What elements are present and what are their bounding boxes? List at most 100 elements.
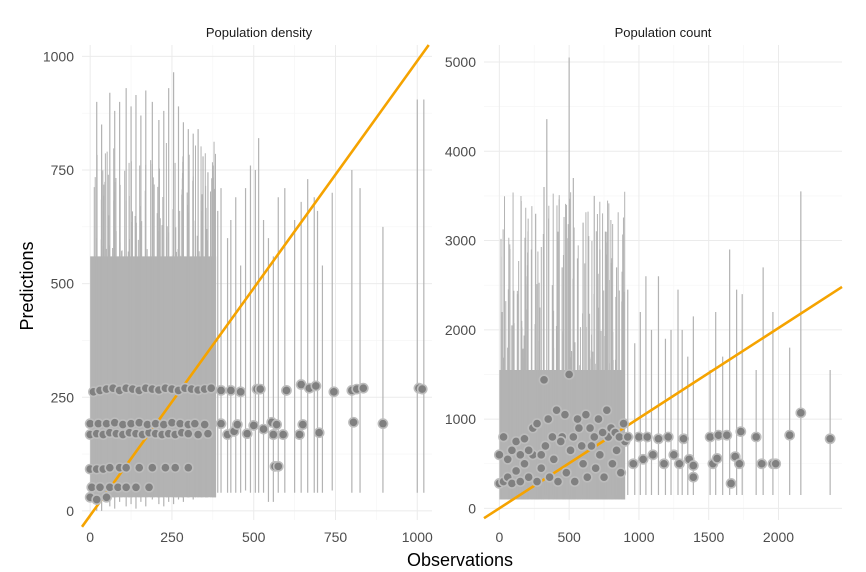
x-ticks-count: 0 500 1000 1500 2000	[495, 529, 794, 545]
data-point	[551, 404, 562, 416]
data-point	[611, 444, 622, 456]
x-tick-label: 250	[160, 529, 184, 545]
panel-title-count: Population count	[615, 25, 712, 40]
data-point	[678, 433, 689, 445]
data-point	[552, 476, 564, 488]
data-point	[169, 462, 181, 474]
data-point	[130, 481, 142, 493]
data-point	[205, 382, 217, 394]
data-point	[538, 374, 550, 386]
data-point	[668, 449, 680, 461]
data-point	[297, 419, 309, 430]
data-point	[607, 458, 618, 470]
x-axis-label: Observations	[407, 550, 513, 570]
data-point	[104, 462, 116, 474]
data-point	[502, 453, 514, 465]
data-point	[601, 404, 613, 416]
data-point	[756, 458, 768, 470]
data-point	[725, 477, 737, 489]
data-point	[824, 433, 836, 445]
data-point	[770, 458, 782, 470]
data-point	[622, 431, 634, 443]
data-point	[523, 471, 535, 483]
data-point	[519, 458, 530, 470]
panel-title-density: Population density	[206, 25, 313, 40]
y-ticks-count: 0 1000 2000 3000 4000 5000	[445, 54, 476, 516]
data-point	[133, 462, 145, 474]
x-tick-label: 500	[242, 529, 266, 545]
data-point	[546, 431, 558, 443]
x-tick-label: 1500	[693, 529, 724, 545]
data-point	[750, 431, 762, 443]
data-point	[576, 440, 588, 452]
data-point	[597, 427, 609, 438]
x-tick-label: 500	[557, 529, 581, 545]
data-point	[535, 462, 547, 474]
panel-population-count: Population count 0 500 1000 1500 2000 0 1000 2…	[445, 25, 843, 545]
data-point	[160, 462, 171, 474]
data-point	[120, 462, 132, 474]
data-point	[182, 428, 194, 440]
data-point	[784, 429, 796, 441]
y-ticks-density: 0 250 500 750 1000	[43, 48, 74, 519]
data-point	[673, 458, 685, 470]
data-point	[357, 382, 369, 394]
y-tick-label: 0	[468, 500, 476, 516]
y-tick-label: 0	[66, 503, 74, 519]
fit-line-density	[80, 44, 430, 528]
x-tick-label: 0	[86, 529, 94, 545]
points-count	[493, 369, 836, 489]
panel-population-density: Population density 0 250 500 750 1000 0 250 50…	[43, 25, 433, 545]
y-tick-label: 500	[51, 276, 75, 292]
data-point	[662, 431, 674, 443]
y-tick-label: 1000	[445, 411, 476, 427]
x-tick-label: 1000	[623, 529, 654, 545]
data-point	[653, 433, 664, 445]
data-point	[143, 481, 155, 493]
y-tick-label: 2000	[445, 322, 476, 338]
data-point	[594, 449, 606, 461]
range-bars-density	[90, 72, 425, 511]
data-point	[254, 383, 266, 395]
data-point	[565, 444, 576, 456]
data-point	[687, 460, 699, 471]
data-point	[580, 409, 592, 421]
data-point	[555, 436, 567, 447]
data-point	[615, 467, 627, 479]
data-point	[281, 385, 292, 396]
x-tick-label: 0	[495, 529, 503, 545]
data-point	[416, 383, 428, 395]
x-tick-label: 2000	[763, 529, 794, 545]
data-point	[721, 429, 733, 441]
data-point	[215, 385, 227, 396]
data-point	[215, 418, 227, 430]
y-tick-label: 5000	[445, 54, 476, 70]
data-point	[581, 471, 593, 483]
data-point	[248, 420, 260, 431]
data-point	[535, 449, 547, 461]
data-point	[542, 413, 554, 425]
data-point	[294, 429, 305, 440]
data-point	[225, 385, 237, 396]
data-point	[202, 428, 214, 440]
data-point	[627, 458, 639, 470]
data-point	[734, 458, 745, 470]
data-point	[514, 476, 526, 488]
data-point	[310, 380, 322, 392]
data-point	[795, 407, 807, 419]
data-point	[590, 462, 602, 474]
data-point	[235, 386, 247, 398]
data-point	[540, 440, 551, 452]
data-point	[735, 426, 747, 438]
data-point	[559, 409, 571, 421]
fit-line	[80, 44, 430, 528]
x-tick-label: 1000	[402, 529, 433, 545]
data-point	[493, 449, 505, 461]
data-point	[271, 419, 283, 430]
data-point	[377, 418, 389, 430]
y-tick-label: 250	[51, 389, 75, 405]
data-point	[584, 422, 596, 434]
data-point	[560, 467, 572, 479]
data-point	[586, 440, 597, 452]
